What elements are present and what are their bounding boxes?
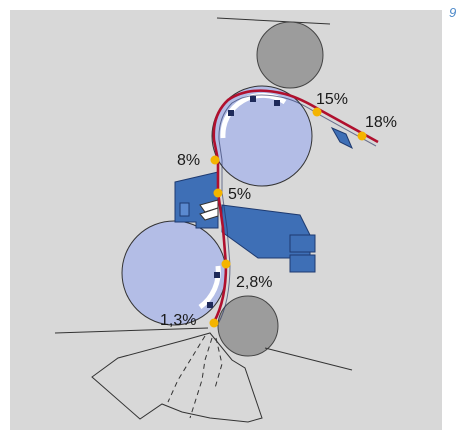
label-5-percent: 5%: [228, 186, 251, 203]
bottom-small-roll: [217, 295, 279, 357]
paper-web-felt: [217, 94, 377, 325]
measurement-dot: [210, 155, 220, 165]
lower-roll-felt-arc: [198, 265, 221, 310]
dashed-stream: [167, 335, 206, 403]
top-small-roll: [256, 21, 324, 89]
measurement-dot: [357, 131, 367, 141]
upper-roll-marker: [274, 100, 280, 106]
lower-guide-line-right: [264, 347, 353, 371]
label-15-percent: 15%: [316, 91, 348, 108]
lower-guide-line-left: [54, 327, 209, 334]
upper-roll-marker: [228, 110, 234, 116]
label-8-percent: 8%: [177, 152, 200, 169]
suction-box: [174, 171, 219, 229]
upper-roll-felt-arc: [220, 92, 287, 139]
measurement-dot: [213, 188, 223, 198]
upper-roll-marker: [250, 96, 256, 102]
top-guide-line: [216, 17, 331, 25]
measurement-dot: [221, 259, 231, 269]
blade-box-segment: [289, 254, 316, 273]
blade-box-segment: [289, 234, 316, 253]
paper-web: [212, 89, 379, 323]
upper-large-roll: [211, 85, 313, 187]
edge-label: 9: [449, 5, 456, 20]
suction-box-window: [179, 202, 190, 217]
lower-roll-marker: [214, 272, 220, 278]
lower-roll-marker: [207, 302, 213, 308]
nozzle: [199, 207, 219, 221]
guide-plate: [330, 126, 353, 150]
discharge-chute: [91, 332, 263, 423]
lower-large-roll: [121, 220, 227, 326]
label-2-8-percent: 2,8%: [236, 274, 272, 291]
measurement-dot: [209, 318, 219, 328]
label-1-3-percent: 1,3%: [160, 312, 196, 329]
dashed-stream: [189, 337, 213, 419]
measurement-dot: [312, 107, 322, 117]
label-18-percent: 18%: [365, 114, 397, 131]
